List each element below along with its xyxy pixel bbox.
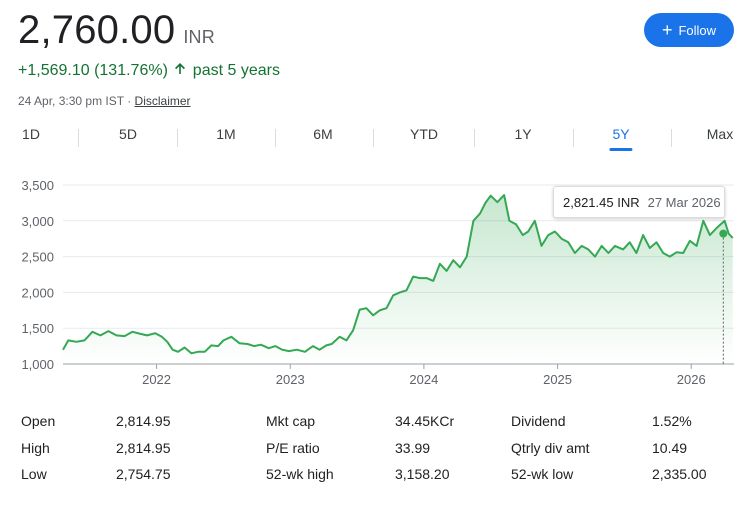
stat-value: 2,814.95	[116, 413, 171, 429]
change-value: +1,569.10 (131.76%)	[18, 62, 168, 79]
stat-label: 52-wk low	[511, 466, 574, 482]
x-tick-label: 2026	[677, 372, 706, 387]
tab-divider	[671, 129, 672, 147]
tooltip-date: 27 Mar 2026	[647, 194, 721, 210]
stat-value: 1.52%	[652, 413, 692, 429]
range-tabs: 1D 5D 1M 6M YTD 1Y 5Y Max	[0, 126, 744, 152]
stat-label: High	[21, 440, 50, 456]
tooltip-value: 2,821.45 INR	[563, 194, 640, 210]
tab-1y[interactable]: 1Y	[514, 126, 532, 142]
tab-divider	[474, 129, 475, 147]
x-tick-label: 2022	[142, 372, 171, 387]
stat-52wk-low: 52-wk low 2,335.00	[511, 466, 731, 488]
y-tick-label: 2,000	[21, 285, 54, 300]
stat-value: 34.45KCr	[395, 413, 455, 429]
plus-icon: +	[661, 20, 673, 40]
tab-ytd[interactable]: YTD	[410, 126, 438, 142]
y-tick-label: 2,500	[21, 250, 54, 265]
y-tick-label: 3,000	[21, 214, 54, 229]
stat-value: 2,335.00	[652, 466, 707, 482]
timestamp: 24 Apr, 3:30 pm IST	[18, 94, 124, 108]
tab-divider	[78, 129, 79, 147]
tab-1d[interactable]: 1D	[22, 126, 40, 142]
stat-value: 10.49	[652, 440, 688, 456]
separator-dot: ·	[127, 94, 132, 108]
stat-open: Open 2,814.95	[21, 413, 251, 435]
stat-dividend: Dividend 1.52%	[511, 413, 731, 435]
tab-5y[interactable]: 5Y	[609, 126, 633, 152]
stock-price: 2,760.00 INR	[18, 8, 215, 53]
price-area	[63, 195, 733, 364]
chart-tooltip: 2,821.45 INR 27 Mar 2026	[553, 186, 725, 218]
tab-5d[interactable]: 5D	[119, 126, 137, 142]
follow-label: Follow	[678, 22, 717, 38]
price-change: +1,569.10 (131.76%) past 5 years	[18, 62, 280, 80]
y-tick-label: 1,500	[21, 321, 54, 336]
stat-pe-ratio: P/E ratio 33.99	[266, 440, 496, 462]
tab-divider	[373, 129, 374, 147]
stat-high: High 2,814.95	[21, 440, 251, 462]
stat-label: 52-wk high	[266, 466, 334, 482]
stat-mkt-cap: Mkt cap 34.45KCr	[266, 413, 496, 435]
stat-value: 2,754.75	[116, 466, 171, 482]
tab-divider	[573, 129, 574, 147]
arrow-up-icon	[174, 62, 186, 80]
stat-label: Open	[21, 413, 56, 429]
stat-value: 33.99	[395, 440, 431, 456]
stat-label: Low	[21, 466, 47, 482]
stat-label: Mkt cap	[266, 413, 316, 429]
stat-value: 3,158.20	[395, 466, 450, 482]
price-line	[62, 194, 734, 355]
price-value: 2,760.00	[18, 8, 176, 52]
tab-divider	[275, 129, 276, 147]
stat-52wk-high: 52-wk high 3,158.20	[266, 466, 496, 488]
highlight-dot	[719, 229, 728, 238]
x-tick-label: 2025	[543, 372, 572, 387]
tab-6m[interactable]: 6M	[313, 126, 333, 142]
tab-divider	[177, 129, 178, 147]
stat-label: Qtrly div amt	[511, 440, 590, 456]
follow-button[interactable]: + Follow	[644, 13, 734, 47]
stat-low: Low 2,754.75	[21, 466, 251, 488]
stat-value: 2,814.95	[116, 440, 171, 456]
tab-max[interactable]: Max	[706, 126, 734, 142]
price-chart[interactable]: 1,000 1,500 2,000 2,500 3,000 3,500 2022 2023 20…	[0, 168, 744, 390]
stat-qtrly-div: Qtrly div amt 10.49	[511, 440, 731, 462]
disclaimer-link[interactable]: Disclaimer	[134, 94, 191, 108]
stat-label: P/E ratio	[266, 440, 320, 456]
timestamp-line: 24 Apr, 3:30 pm IST · Disclaimer	[18, 94, 191, 108]
y-tick-label: 1,000	[21, 357, 54, 372]
change-period: past 5 years	[192, 62, 280, 79]
stat-label: Dividend	[511, 413, 566, 429]
x-tick-label: 2023	[276, 372, 305, 387]
x-tick-label: 2024	[409, 372, 438, 387]
y-tick-label: 3,500	[21, 178, 54, 193]
tab-1m[interactable]: 1M	[216, 126, 236, 142]
currency-label: INR	[183, 27, 215, 47]
